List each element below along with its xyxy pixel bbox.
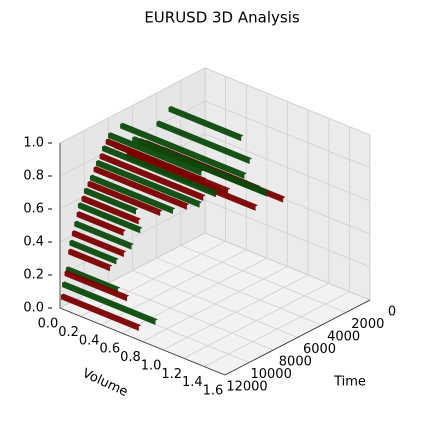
- bar: [71, 230, 127, 258]
- z-tick-label: 0.4: [23, 235, 44, 250]
- grid-line: [204, 199, 371, 268]
- grid-line: [183, 282, 329, 359]
- x-tick-label: 10000: [250, 367, 291, 382]
- bar: [77, 202, 143, 234]
- bar: [68, 248, 113, 272]
- y-tick-label: 0.4: [79, 333, 100, 348]
- z-tick-label: 0.6: [23, 202, 44, 217]
- bar: [74, 220, 134, 250]
- grid-line: [59, 67, 206, 144]
- axis-line: [224, 299, 371, 376]
- grid-line: [142, 266, 288, 342]
- bar: [62, 281, 159, 326]
- y-tick-label: 0.2: [58, 325, 79, 340]
- bar: [69, 239, 119, 265]
- grid-line: [204, 232, 371, 301]
- y-tick-label: 0.0: [38, 317, 59, 332]
- y-tick-label: 1.6: [203, 384, 224, 399]
- x-tick-label: 12000: [226, 380, 267, 395]
- grid-line: [59, 199, 206, 276]
- bar: [60, 293, 142, 331]
- y-tick-label: 1.4: [182, 375, 203, 390]
- bar: [108, 132, 204, 176]
- y-tick-label: 0.8: [120, 350, 141, 365]
- y-axis-label: Volume: [80, 366, 130, 400]
- x-tick-label: 6000: [303, 342, 336, 357]
- grid-line: [204, 67, 371, 136]
- bar: [105, 138, 207, 185]
- grid-line: [204, 133, 371, 202]
- x-axis-label: Time: [333, 375, 366, 390]
- z-tick-label: 1.0: [23, 136, 44, 151]
- bar: [102, 145, 219, 198]
- y-tick-label: 0.6: [100, 342, 121, 357]
- bar: [81, 195, 142, 225]
- bar: [168, 105, 244, 142]
- x-tick-label: 4000: [327, 330, 360, 345]
- z-tick-label: 0.0: [23, 301, 44, 316]
- bar: [89, 174, 176, 215]
- axis-line: [59, 307, 226, 376]
- bar: [120, 122, 247, 179]
- bar: [96, 159, 203, 208]
- chart-title: EURUSD 3D Analysis: [144, 9, 300, 27]
- bar: [99, 153, 206, 201]
- x-tick-label: 0: [388, 305, 396, 320]
- x-tick-label: 8000: [279, 355, 312, 370]
- y-tick-label: 1.0: [141, 358, 162, 373]
- grid-line: [162, 274, 309, 351]
- z-tick-label: 0.2: [23, 268, 44, 283]
- bar: [132, 136, 270, 197]
- bar: [83, 187, 139, 215]
- y-tick-label: 1.2: [161, 367, 182, 382]
- bar: [93, 166, 190, 210]
- bar: [87, 180, 163, 217]
- bar: [64, 270, 130, 302]
- grid-line: [204, 291, 350, 367]
- x-tick-label: 2000: [351, 317, 384, 332]
- bar: [76, 211, 127, 236]
- bar: [156, 120, 253, 165]
- z-tick-label: 0.8: [23, 169, 44, 184]
- grid-line: [204, 100, 371, 169]
